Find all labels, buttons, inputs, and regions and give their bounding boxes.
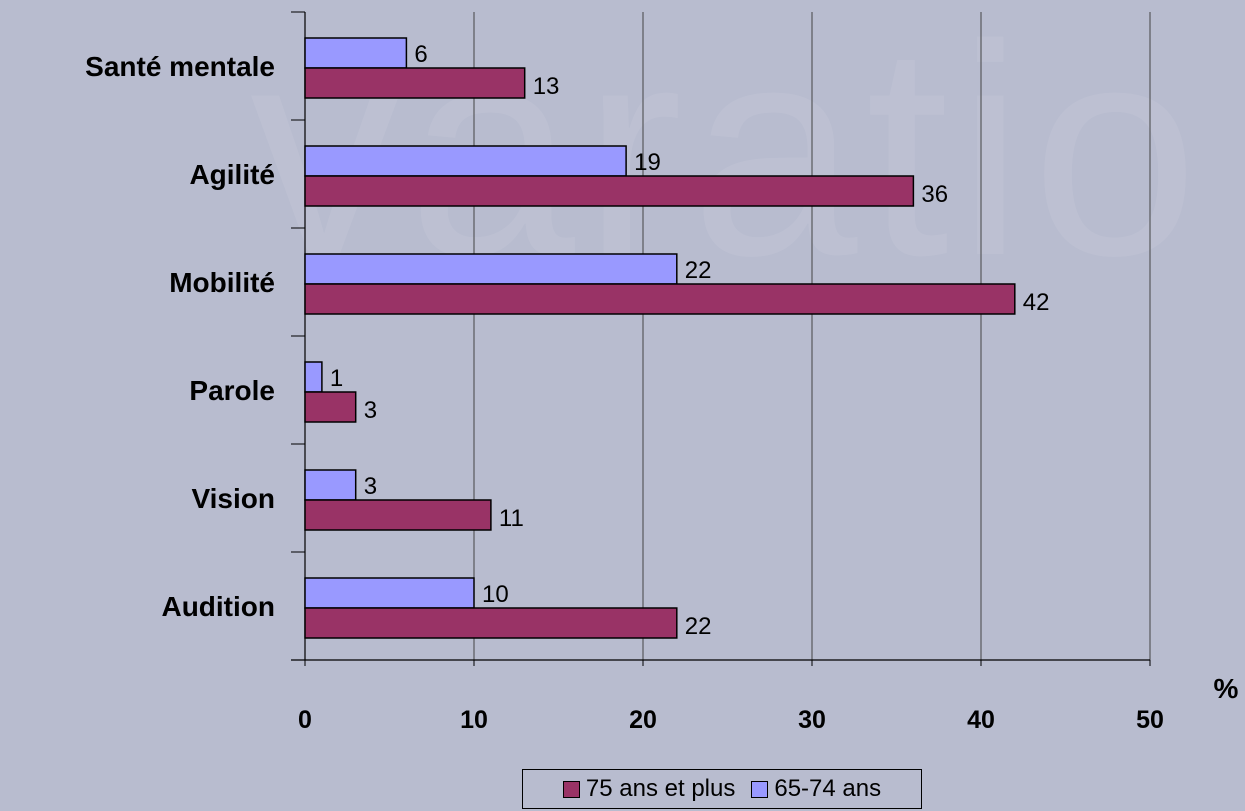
- x-tick-label: 30: [798, 706, 826, 734]
- bar-75-plus: [304, 607, 678, 639]
- bar-75-plus: [304, 67, 526, 99]
- legend-label-65-74: 65-74 ans: [774, 775, 882, 802]
- data-label-75-plus: 42: [1023, 289, 1050, 316]
- category-label: Vision: [191, 483, 275, 514]
- data-label-75-plus: 13: [533, 73, 560, 100]
- data-label-75-plus: 22: [685, 613, 712, 640]
- category-label: Santé mentale: [85, 51, 275, 82]
- data-label-75-plus: 36: [921, 181, 948, 208]
- x-tick-label: 40: [967, 706, 995, 734]
- category-label: Agilité: [189, 159, 275, 190]
- bars: [304, 37, 1016, 639]
- x-unit-label: %: [1214, 673, 1239, 704]
- bar-65-74: [304, 361, 323, 393]
- category-label: Parole: [189, 375, 275, 406]
- bar-65-74: [304, 577, 475, 609]
- category-label: Audition: [161, 591, 275, 622]
- bar-65-74: [304, 145, 627, 177]
- x-tick-label: 0: [298, 706, 312, 734]
- bar-75-plus: [304, 391, 357, 423]
- gridlines: [473, 12, 1151, 660]
- bar-65-74: [304, 253, 678, 285]
- data-label-65-74: 19: [634, 149, 661, 176]
- bar-65-74: [304, 37, 408, 69]
- legend-swatch-65-74: [751, 780, 769, 798]
- bar-75-plus: [304, 499, 492, 531]
- data-label-65-74: 6: [414, 41, 427, 68]
- bar-75-plus: [304, 283, 1016, 315]
- data-label-65-74: 22: [685, 257, 712, 284]
- legend-label-75plus: 75 ans et plus: [585, 775, 736, 802]
- legend-item-65-74: 65-74 ans: [751, 775, 881, 803]
- category-label: Mobilité: [169, 267, 275, 298]
- axes: [291, 11, 1151, 666]
- legend-item-75plus: 75 ans et plus: [562, 775, 736, 803]
- legend-swatch-75plus: [562, 780, 580, 798]
- data-label-65-74: 3: [364, 473, 377, 500]
- bar-65-74: [304, 469, 357, 501]
- data-label-65-74: 1: [330, 365, 343, 392]
- x-tick-label: 50: [1136, 706, 1164, 734]
- data-label-75-plus: 11: [499, 505, 524, 532]
- x-tick-label: 20: [629, 706, 657, 734]
- chart-legend: 75 ans et plus 65-74 ans: [522, 769, 922, 809]
- data-label-65-74: 10: [482, 581, 509, 608]
- x-tick-label: 10: [460, 706, 488, 734]
- data-label-75-plus: 3: [364, 397, 377, 424]
- bar-75-plus: [304, 175, 915, 207]
